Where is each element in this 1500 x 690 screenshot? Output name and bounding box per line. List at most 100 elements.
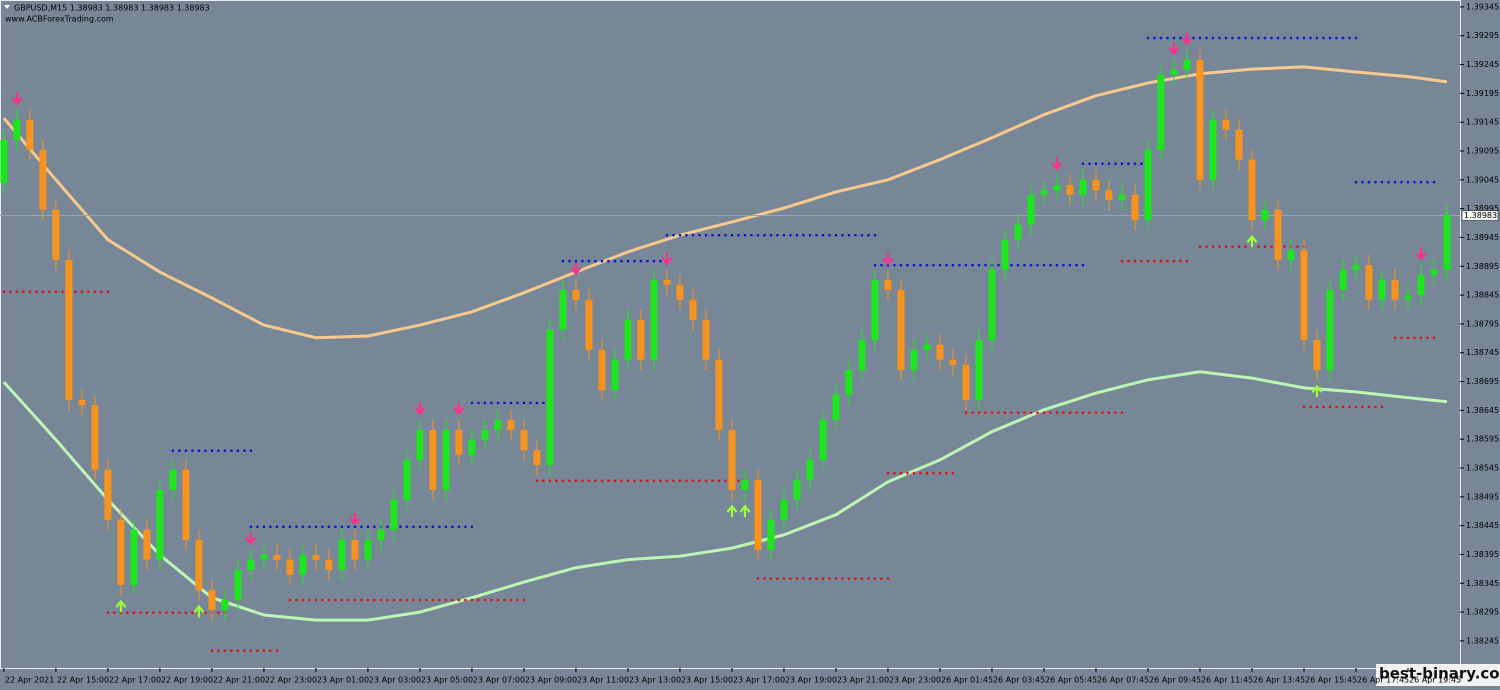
y-tick-label: 1.38695 (1466, 377, 1499, 386)
candle-body (377, 529, 385, 541)
y-tick-label: 1.39145 (1466, 118, 1499, 127)
y-tick-label: 1.38495 (1466, 492, 1499, 501)
candle-body (364, 540, 372, 560)
candle-body (1027, 194, 1035, 225)
candle-body (1365, 265, 1373, 300)
candle-body (741, 480, 749, 490)
x-tick-label: 26 Apr 13:45 (1253, 676, 1305, 685)
candle-body (91, 405, 99, 470)
candle-body (312, 555, 320, 560)
candle-body (52, 209, 60, 260)
candle-body (260, 555, 268, 560)
candle-body (663, 280, 671, 285)
symbol-info: GBPUSD,M15 1.38983 1.38983 1.38983 1.389… (14, 4, 210, 13)
candle-body (1157, 74, 1165, 150)
x-tick-label: 23 Apr 23:00 (889, 676, 941, 685)
candle-body (1235, 129, 1243, 160)
candle-body (104, 469, 112, 520)
buy-arrow (115, 599, 127, 613)
candle-body (845, 370, 853, 395)
candle-body (689, 299, 697, 320)
y-tick-label: 1.39245 (1466, 60, 1499, 69)
candle-body (572, 289, 580, 300)
candle-body (1300, 250, 1308, 341)
y-tick-label: 1.38945 (1466, 233, 1499, 242)
candle-body (611, 359, 619, 391)
y-tick-label: 1.38845 (1466, 291, 1499, 300)
candle-body (884, 280, 892, 290)
candle-body (533, 450, 541, 466)
candle-body (1248, 159, 1256, 221)
candle-body (1105, 190, 1113, 200)
candle-body (988, 269, 996, 341)
x-tick-label: 26 Apr 09:45 (1149, 676, 1201, 685)
candle-body (455, 429, 463, 455)
candle-body (1222, 119, 1230, 130)
candle-body (1287, 250, 1295, 260)
candle-body (650, 280, 658, 360)
y-tick-label: 1.38745 (1466, 348, 1499, 357)
candle-body (1183, 59, 1191, 70)
plot-area (0, 32, 1460, 653)
y-tick-label: 1.38995 (1466, 204, 1499, 213)
candle-body (390, 499, 398, 530)
candle-body (819, 420, 827, 460)
moving-average (2, 370, 1448, 622)
x-tick-label: 23 Apr 05:00 (421, 676, 473, 685)
candle-body (754, 480, 762, 550)
candle-body (195, 540, 203, 591)
candle-body (962, 364, 970, 400)
x-tick-label: 23 Apr 15:00 (681, 676, 733, 685)
x-tick-label: 23 Apr 19:00 (785, 676, 837, 685)
candle-body (832, 394, 840, 421)
candle-body (1417, 274, 1425, 296)
candle-body (1391, 280, 1399, 300)
candle-body (1261, 209, 1269, 221)
candle-body (1430, 269, 1438, 275)
candle-body (1001, 239, 1009, 270)
y-tick-label: 1.39045 (1466, 175, 1499, 184)
candle-body (598, 349, 606, 391)
x-tick-label: 22 Apr 15:00 (57, 676, 109, 685)
candle-body (585, 299, 593, 350)
sell-arrow (453, 402, 465, 416)
candle-body (247, 559, 255, 571)
candle-body (1092, 179, 1100, 191)
candle-body (130, 529, 138, 586)
buy-arrow (193, 604, 205, 618)
candle-body (1144, 149, 1152, 221)
x-tick-label: 23 Apr 09:00 (525, 676, 577, 685)
candle-body (676, 284, 684, 300)
candle-body (767, 519, 775, 550)
last-price-label: 1.38983 (1464, 211, 1497, 220)
x-tick-label: 26 Apr 01:45 (941, 676, 993, 685)
candle-body (910, 349, 918, 371)
x-tick-label: 26 Apr 17:45 (1357, 676, 1409, 685)
y-tick-label: 1.38345 (1466, 579, 1499, 588)
sell-arrow (1415, 247, 1427, 261)
candle-body (442, 429, 450, 490)
candle-body (0, 140, 8, 183)
candle-body (1274, 209, 1282, 260)
candle-body (637, 319, 645, 360)
candle-body (416, 429, 424, 460)
candle-body (208, 590, 216, 610)
candle-body (1378, 280, 1386, 300)
x-tick-label: 22 Apr 19:00 (161, 676, 213, 685)
candle-body (143, 529, 151, 560)
candle-body (286, 559, 294, 575)
x-tick-label: 23 Apr 03:00 (369, 676, 421, 685)
candle-body (793, 480, 801, 500)
y-tick-label: 1.38295 (1466, 608, 1499, 617)
x-tick-label: 26 Apr 03:45 (993, 676, 1045, 685)
candle-body (403, 459, 411, 500)
sell-arrow (882, 252, 894, 266)
buy-arrow (1311, 384, 1323, 398)
candle-body (624, 319, 632, 360)
candle-body (234, 570, 242, 600)
candle-body (936, 344, 944, 360)
candle-body (351, 540, 359, 560)
y-tick-label: 1.38445 (1466, 521, 1499, 530)
candle-body (65, 259, 73, 400)
x-tick-label: 22 Apr 2021 (5, 676, 54, 685)
